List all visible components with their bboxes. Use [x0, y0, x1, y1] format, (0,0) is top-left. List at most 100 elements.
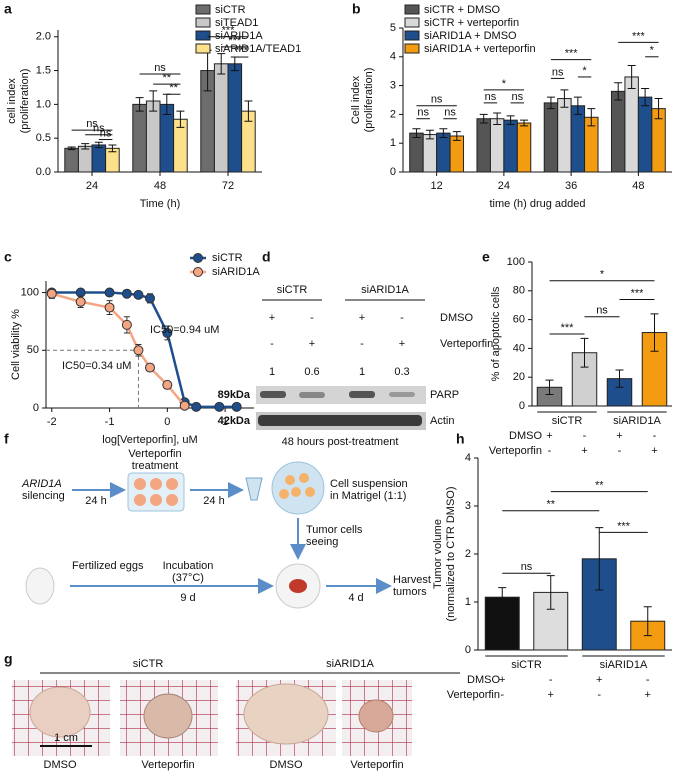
y-tick-label: 5 — [390, 22, 396, 34]
point — [214, 401, 225, 412]
photo-label: Verteporfin — [141, 759, 194, 771]
sig-label: *** — [222, 25, 236, 37]
sig-label: ** — [169, 82, 178, 94]
panel-letter: c — [4, 249, 12, 265]
sig-label: ns — [552, 66, 564, 78]
row-label: Verteporfin — [489, 445, 542, 457]
diagram-label: ARID1A — [21, 478, 62, 490]
legend-swatch — [404, 30, 420, 41]
row-label: Verteporfin — [440, 338, 493, 350]
x-axis-label: Time (h) — [140, 198, 181, 210]
legend-swatch — [404, 43, 420, 54]
ratio: 1 — [269, 366, 275, 378]
error-bar — [546, 96, 555, 110]
row-label: DMSO — [440, 312, 473, 324]
legend-swatch — [195, 17, 211, 28]
group-label: siARID1A — [361, 284, 409, 296]
y-tick-label: 1 — [390, 137, 396, 149]
row-label: DMSO — [467, 674, 500, 686]
bar — [503, 119, 518, 173]
error-bar — [546, 575, 555, 610]
panel-letter: d — [262, 249, 271, 265]
sig-label: ** — [546, 499, 555, 511]
error-bar — [493, 112, 502, 125]
photos: siCTR siARID1A 1 cm DMSO Verteporfin DMS… — [12, 658, 460, 771]
point — [121, 319, 132, 330]
diagram-label: Verteporfin — [128, 448, 181, 460]
sign: - — [646, 674, 650, 686]
error-bar — [108, 144, 117, 153]
sig-label: *** — [631, 287, 645, 299]
legend-label: siCTR + DMSO — [424, 4, 501, 16]
error-bar — [425, 129, 434, 140]
band — [389, 392, 415, 397]
sign: + — [546, 430, 552, 442]
bar — [637, 96, 653, 173]
error-bar — [498, 587, 507, 608]
legend-marker — [193, 253, 203, 263]
y-tick-label: 0.5 — [36, 132, 51, 144]
sig-label: ns — [86, 118, 98, 130]
row-label: Verteporfin — [447, 689, 500, 701]
x-tick-label: -2 — [47, 416, 57, 428]
bar — [516, 122, 532, 173]
sign: - — [548, 445, 552, 457]
sign: + — [499, 674, 505, 686]
diagram-label: Tumor cells — [306, 524, 363, 536]
legend-label: siCTR — [215, 4, 246, 16]
diagram-label: (37°C) — [172, 572, 204, 584]
diagram-label: tumors — [393, 586, 427, 598]
tumor — [358, 699, 394, 733]
point — [191, 401, 202, 412]
y-axis-label: (normalized to CTR DMSO) — [445, 486, 457, 621]
photo-label: DMSO — [270, 759, 303, 771]
legend-swatch — [195, 30, 211, 41]
error-bar — [643, 606, 652, 637]
band-name: Actin — [430, 415, 454, 427]
band — [299, 392, 325, 398]
bar — [213, 63, 229, 173]
blot: siCTR siARID1A DMSO Verteporfin + - + - … — [218, 284, 494, 448]
sig-label: ns — [154, 62, 166, 74]
legend-label: siTEAD1 — [215, 17, 258, 29]
sign: + — [581, 445, 587, 457]
band-name: PARP — [430, 389, 459, 401]
point — [104, 287, 115, 298]
legend-swatch — [195, 4, 211, 15]
band — [258, 415, 422, 426]
sign: - — [549, 674, 553, 686]
tumor — [243, 683, 329, 745]
y-axis-label: (proliferation) — [19, 69, 31, 134]
y-tick-label: 2.0 — [36, 31, 51, 43]
x-tick-label: 24 — [86, 180, 98, 192]
point — [162, 327, 173, 338]
diagram-label: 24 h — [85, 495, 106, 507]
error-bar — [573, 96, 582, 115]
legend-label: siARID1A + DMSO — [424, 30, 517, 42]
wells — [134, 478, 178, 506]
bar — [132, 103, 147, 173]
error-bar — [587, 108, 596, 127]
legend-label: siARID1A — [212, 266, 260, 278]
tube — [245, 477, 263, 501]
cells — [279, 473, 315, 499]
sign: + — [359, 312, 365, 324]
error-bar — [479, 113, 488, 124]
error-bar — [506, 115, 515, 125]
panel-letter: g — [4, 651, 13, 667]
sig-label: * — [582, 65, 587, 77]
legend-label: siARID1A + verteporfin — [424, 43, 536, 55]
sign: + — [269, 312, 275, 324]
point — [145, 362, 155, 373]
tumor — [29, 686, 91, 738]
y-tick-label: 0 — [390, 166, 396, 178]
error-bar — [614, 82, 623, 101]
panel-letter: b — [352, 1, 361, 17]
point — [46, 288, 57, 299]
ratio: 0.3 — [394, 366, 409, 378]
legend-swatch — [404, 4, 420, 15]
y-tick-label: 100 — [21, 286, 39, 298]
bar — [624, 76, 639, 173]
photo-label: DMSO — [44, 759, 77, 771]
x-tick-label: 0 — [164, 416, 170, 428]
